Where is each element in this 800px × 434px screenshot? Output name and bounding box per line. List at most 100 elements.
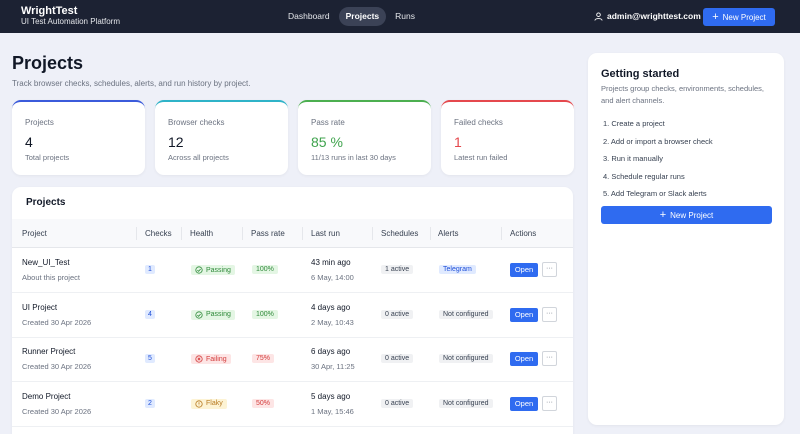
checks-count-badge: 4 — [145, 309, 155, 319]
brand-subtitle: UI Test Automation Platform — [21, 17, 121, 26]
last-run-relative: 5 days ago — [311, 391, 351, 401]
project-name[interactable]: New_UI_Test — [22, 258, 70, 267]
x-circle-icon — [195, 355, 203, 363]
stat-subtext: Total projects — [25, 153, 70, 162]
table-title: Projects — [26, 197, 66, 208]
schedules-badge: 0 active — [381, 309, 414, 319]
user-menu[interactable]: admin@wrighttest.com — [594, 11, 701, 21]
project-name[interactable]: Demo Project — [22, 391, 71, 401]
column-header-schedules[interactable]: Schedules — [381, 229, 419, 238]
brand[interactable]: WrightTest UI Test Automation Platform — [21, 6, 120, 27]
stat-subtext: Across all projects — [168, 153, 229, 162]
pass-rate-badge: 50% — [252, 398, 275, 408]
stat-value: 4 — [25, 134, 33, 150]
table-row[interactable]: Demo Project Created 30 Apr 2026 2 Flaky 50%… — [12, 383, 573, 427]
column-header-last-run[interactable]: Last run — [311, 229, 340, 238]
step-item: 1. Create a project — [603, 119, 665, 128]
pass-rate-badge: 100% — [252, 265, 278, 274]
schedules-badge: 1 active — [381, 265, 414, 274]
plus-icon: + — [712, 11, 719, 23]
checks-count-badge: 5 — [145, 354, 155, 363]
warning-circle-icon — [195, 399, 203, 408]
stat-subtext: Latest run failed — [454, 153, 508, 162]
alerts-badge: Not configured — [439, 354, 493, 363]
more-actions-button[interactable]: ··· — [542, 395, 557, 411]
pass-rate-badge: 75% — [252, 354, 275, 363]
schedules-badge: 0 active — [381, 354, 414, 363]
stat-label: Failed checks — [454, 118, 503, 127]
stat-value: 12 — [168, 134, 184, 150]
stat-card-browser-checks: Browser checks 12 Across all projects — [155, 100, 288, 175]
open-project-button[interactable]: Open — [510, 396, 538, 411]
nav-projects[interactable]: Projects — [338, 7, 387, 26]
stat-card-projects: Projects 4 Total projects — [12, 100, 145, 175]
schedules-badge: 0 active — [381, 398, 414, 408]
column-header-health[interactable]: Health — [190, 229, 214, 238]
user-icon — [594, 11, 603, 21]
stat-subtext: 11/13 runs in last 30 days — [311, 153, 396, 162]
health-badge: Passing — [191, 309, 235, 320]
health-badge: Failing — [191, 354, 231, 364]
top-navbar: WrightTest UI Test Automation Platform D… — [0, 0, 800, 33]
open-project-button[interactable]: Open — [510, 263, 538, 277]
getting-started-steps: 1. Create a project 2. Add or import a b… — [603, 115, 713, 203]
table-row[interactable]: UI Project Created 30 Apr 2026 4 Passing 100… — [12, 294, 573, 338]
more-actions-button[interactable]: ··· — [542, 306, 557, 322]
health-label: Flaky — [206, 400, 223, 407]
stat-value: 85 % — [311, 134, 343, 150]
last-run-relative: 6 days ago — [311, 347, 351, 356]
new-project-label: New Project — [670, 210, 714, 220]
getting-started-panel: Getting started Projects group checks, e… — [588, 53, 784, 425]
last-run-date: 2 May, 10:43 — [311, 317, 354, 327]
last-run-relative: 4 days ago — [311, 302, 351, 312]
project-name[interactable]: Runner Project — [22, 347, 76, 356]
nav-runs[interactable]: Runs — [395, 11, 415, 21]
check-circle-icon — [195, 310, 203, 319]
page-description: Track browser checks, schedules, alerts,… — [12, 79, 251, 88]
projects-table-card: Projects Project Checks Health Pass rate… — [12, 187, 573, 434]
new-project-label: New Project — [722, 12, 766, 22]
open-project-button[interactable]: Open — [510, 352, 538, 366]
project-subtitle: Created 30 Apr 2026 — [22, 317, 92, 327]
last-run-date: 6 May, 14:00 — [311, 273, 354, 282]
stat-value: 1 — [454, 134, 462, 150]
column-divider — [372, 227, 373, 240]
checks-count-badge: 2 — [145, 398, 155, 408]
column-header-pass-rate[interactable]: Pass rate — [251, 229, 285, 238]
table-row[interactable]: Runner Project Created 30 Apr 2026 5 Failin… — [12, 338, 573, 382]
open-project-button[interactable]: Open — [510, 307, 538, 322]
stat-label: Browser checks — [168, 118, 225, 127]
step-item: 4. Schedule regular runs — [603, 171, 685, 181]
getting-started-title: Getting started — [601, 68, 680, 80]
health-label: Passing — [206, 311, 231, 318]
alerts-badge: Not configured — [439, 398, 493, 408]
stat-label: Projects — [25, 118, 54, 127]
health-badge: Passing — [191, 265, 235, 275]
page-title: Projects — [12, 53, 84, 73]
pass-rate-badge: 100% — [252, 309, 278, 319]
more-actions-button[interactable]: ··· — [542, 351, 557, 366]
column-header-alerts[interactable]: Alerts — [438, 229, 459, 238]
column-header-actions: Actions — [510, 229, 537, 238]
getting-started-description: Projects group checks, environments, sch… — [601, 84, 764, 105]
stat-card-failed-checks: Failed checks 1 Latest run failed — [441, 100, 574, 175]
column-divider — [501, 227, 502, 240]
project-subtitle: About this project — [22, 273, 80, 282]
health-badge: Flaky — [191, 398, 227, 409]
project-name[interactable]: UI Project — [22, 302, 58, 312]
stat-label: Pass rate — [311, 118, 345, 127]
alerts-badge: Telegram — [439, 265, 476, 274]
nav-dashboard[interactable]: Dashboard — [288, 11, 330, 21]
table-header: Project Checks Health Pass rate Last run… — [12, 219, 573, 248]
column-divider — [242, 227, 243, 240]
health-label: Passing — [206, 266, 231, 274]
step-item: 2. Add or import a browser check — [603, 136, 713, 146]
column-header-checks[interactable]: Checks — [145, 229, 172, 238]
more-actions-button[interactable]: ··· — [542, 262, 557, 277]
column-divider — [181, 227, 182, 240]
new-project-button-sidebar[interactable]: + New Project — [601, 206, 772, 224]
table-row[interactable]: New_UI_Test About this project 1 Passing 100… — [12, 249, 573, 293]
new-project-button-header[interactable]: + New Project — [703, 8, 775, 26]
column-header-project[interactable]: Project — [22, 229, 47, 238]
last-run-date: 1 May, 15:46 — [311, 406, 354, 416]
